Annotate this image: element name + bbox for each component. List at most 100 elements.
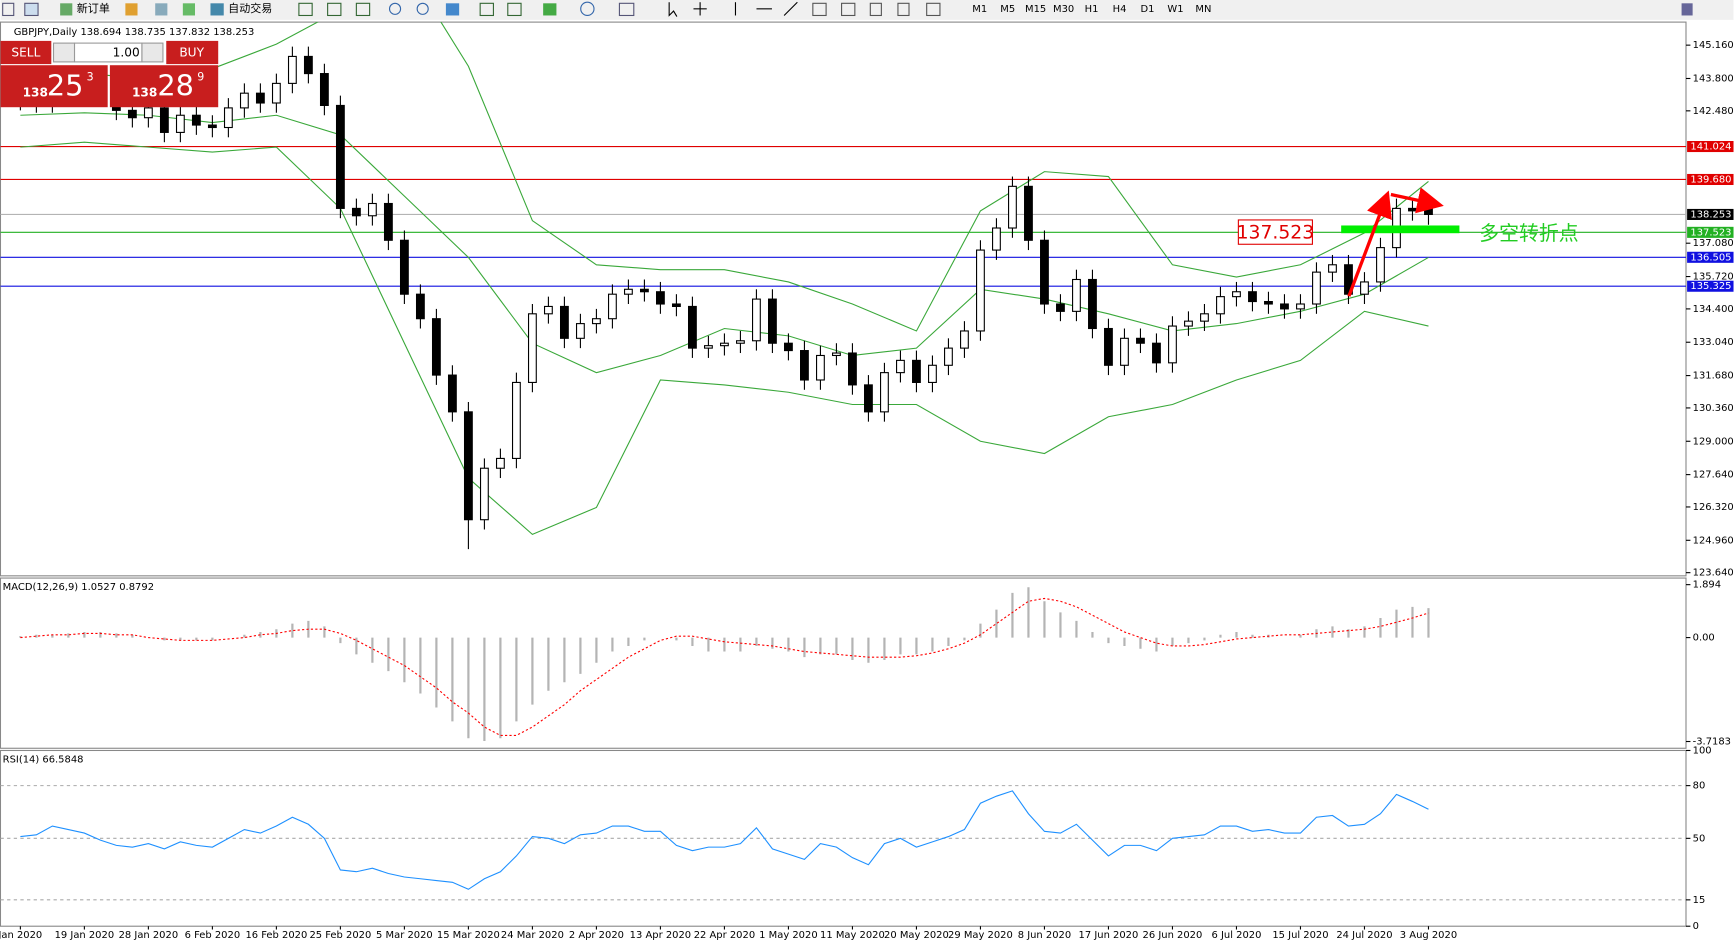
icon[interactable]: [2, 2, 15, 17]
timeframe-button[interactable]: MN: [1195, 4, 1211, 15]
y-tick-label: 130.360: [1693, 403, 1734, 414]
candle-body: [1376, 247, 1385, 283]
x-tick-label: 19 Jan 2020: [55, 930, 115, 941]
macd-plot: [19, 587, 1430, 741]
candle-body: [880, 372, 889, 413]
timeframe-button[interactable]: H1: [1085, 4, 1099, 15]
period-icon[interactable]: [580, 1, 595, 17]
candle-body: [1184, 320, 1193, 327]
text-tool[interactable]: [869, 2, 882, 17]
icon[interactable]: [618, 2, 635, 17]
candle-body: [1248, 291, 1257, 303]
icon[interactable]: [182, 3, 195, 16]
candle-body: [351, 207, 361, 217]
timeframe-button[interactable]: D1: [1141, 4, 1155, 15]
y-tick-label: 0: [1693, 921, 1699, 932]
icon[interactable]: [327, 2, 342, 17]
timeframe-button[interactable]: M5: [1000, 4, 1015, 15]
candle-body: [463, 411, 473, 521]
y-tick-label: 142.480: [1693, 106, 1734, 117]
x-tick-label: 5 Mar 2020: [376, 930, 433, 941]
buy-quote[interactable]: [109, 65, 219, 108]
zoom-in[interactable]: [388, 2, 402, 15]
candle-body: [447, 374, 457, 413]
y-tick-label: 129.000: [1693, 436, 1734, 447]
zoom-out[interactable]: [416, 2, 429, 15]
candle-body: [912, 359, 921, 383]
timeframe-button[interactable]: M15: [1025, 4, 1046, 15]
timeframe-button[interactable]: M1: [972, 4, 987, 15]
candle-body: [1056, 303, 1065, 312]
candle-body: [703, 345, 713, 349]
new-order-icon[interactable]: [60, 3, 73, 16]
cursor-tool[interactable]: [668, 2, 678, 17]
quote-big: 138: [23, 85, 48, 99]
candle-body: [287, 55, 297, 84]
macd-title: MACD(12,26,9) 1.0527 0.8792: [3, 582, 154, 593]
quote-pip: 9: [197, 70, 204, 83]
annotation-price: 137.523: [1237, 223, 1315, 244]
candle-body: [768, 298, 777, 344]
icon[interactable]: [812, 2, 827, 17]
icon[interactable]: [507, 2, 522, 17]
icon[interactable]: [125, 3, 138, 16]
bollinger-band: [20, 22, 1429, 332]
y-tick-label: 133.040: [1693, 337, 1734, 348]
y-tick-label: 124.960: [1693, 535, 1734, 546]
icon[interactable]: [1681, 3, 1693, 16]
y-tick-label: -3.7183: [1693, 737, 1731, 748]
price-level-label: 138.253: [1690, 209, 1731, 220]
x-tick-label: 16 Feb 2020: [245, 930, 307, 941]
icon[interactable]: [445, 3, 460, 16]
y-tick-label: 135.720: [1693, 272, 1734, 283]
bollinger-band: [20, 141, 1429, 536]
price-plot: [0, 22, 1686, 550]
timeframe-button[interactable]: H4: [1113, 4, 1127, 15]
lot-down[interactable]: [52, 42, 76, 63]
y-tick-label: 100: [1693, 745, 1712, 756]
buy-label[interactable]: BUY: [179, 46, 204, 60]
auto-trading-icon[interactable]: [210, 3, 224, 16]
icon[interactable]: [543, 3, 557, 16]
quote-big: 138: [132, 85, 157, 99]
arrow: [1347, 190, 1392, 297]
icon[interactable]: [841, 2, 856, 17]
candle-body: [655, 291, 665, 305]
x-tick-label: 13 Apr 2020: [630, 930, 691, 941]
candle-body: [127, 109, 137, 119]
auto-trading[interactable]: 自动交易: [228, 1, 272, 15]
lot-up[interactable]: [141, 42, 164, 63]
sell-quote[interactable]: [0, 65, 108, 108]
icon[interactable]: [24, 2, 39, 17]
y-tick-label: 134.400: [1693, 304, 1734, 315]
icon[interactable]: [298, 2, 313, 17]
buy-button[interactable]: [166, 40, 219, 65]
x-tick-label: 8 Jun 2020: [1018, 930, 1071, 941]
icon[interactable]: [926, 2, 941, 17]
label-tool[interactable]: [897, 2, 910, 17]
price-level-box: [1687, 173, 1734, 186]
candle-body: [303, 55, 313, 75]
x-tick-label: 22 Apr 2020: [694, 930, 755, 941]
sell-label[interactable]: SELL: [11, 46, 40, 60]
lot-value[interactable]: 1.00: [113, 46, 140, 60]
quote-pip: 3: [87, 70, 94, 83]
sell-button[interactable]: [0, 40, 52, 65]
new-order[interactable]: 新订单: [77, 1, 110, 15]
icon[interactable]: [155, 3, 168, 16]
trendline-tool[interactable]: [783, 1, 798, 16]
candle-body: [527, 313, 537, 383]
candle-body: [928, 364, 937, 383]
icon[interactable]: [479, 2, 494, 17]
macd-panel: [0, 577, 1687, 749]
timeframe-button[interactable]: M30: [1053, 4, 1074, 15]
candle-body: [511, 381, 521, 459]
quote-main: 28: [157, 68, 194, 102]
candle-body: [415, 293, 425, 320]
y-tick-label: 80: [1693, 781, 1706, 792]
icon[interactable]: [355, 2, 371, 17]
bollinger-band: [20, 112, 1429, 374]
timeframe-button[interactable]: W1: [1167, 4, 1183, 15]
toolbar: 新订单 自动交易 M1 M5 M15 M30 H1 H4 D1 W1 MN: [0, 0, 1734, 20]
